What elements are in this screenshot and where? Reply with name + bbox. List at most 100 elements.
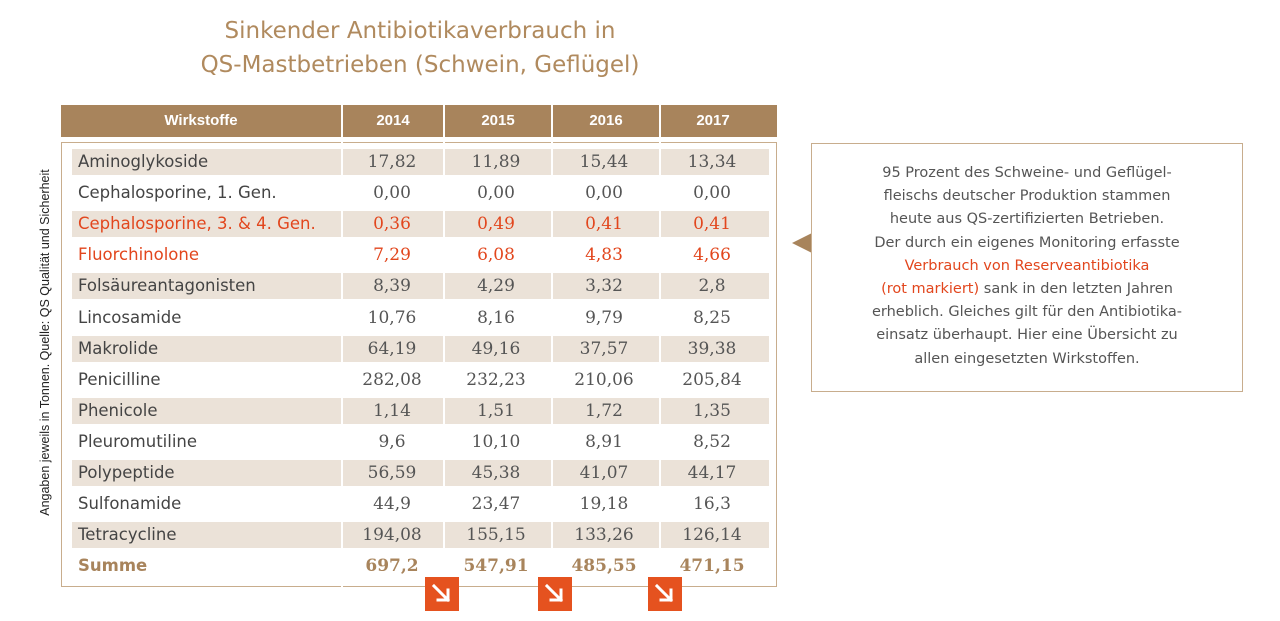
- value-cell-2016: 0,41: [585, 214, 623, 234]
- table-row: Cephalosporine, 3. & 4. Gen. 0,36 0,49 0,41…: [72, 211, 769, 237]
- wirkstoff-name: Folsäureantagonisten: [78, 276, 256, 295]
- value-cell-2016: 37,57: [579, 339, 629, 359]
- header-2016: 2016: [589, 112, 623, 129]
- value-cell-2014: 697,2: [365, 556, 419, 576]
- column-divider: [551, 142, 553, 587]
- column-divider: [659, 142, 661, 587]
- table-row: Phenicole 1,14 1,51 1,72 1,35: [72, 398, 769, 424]
- info-line: einsatz überhaupt. Hier eine Übersicht z…: [876, 327, 1178, 344]
- value-cell-2015: 155,15: [466, 525, 526, 545]
- info-line: 95 Prozent des Schweine- und Geflügel-: [882, 165, 1172, 181]
- value-cell-2015: 45,38: [471, 463, 521, 483]
- down-right-arrow-icon: [425, 577, 459, 611]
- header-divider: [443, 105, 445, 137]
- value-cell-2016: 15,44: [579, 152, 629, 172]
- value-cell-2014: 0,00: [373, 183, 411, 203]
- info-line: erheblich. Gleiches gilt für den Antibio…: [871, 304, 1183, 321]
- value-cell-2014: 10,76: [367, 308, 417, 328]
- wirkstoff-name: Penicilline: [78, 370, 161, 389]
- value-cell-2015: 8,16: [477, 308, 515, 328]
- left-pointer-triangle-icon: [792, 233, 812, 253]
- value-cell-2017: 13,34: [687, 152, 737, 172]
- wirkstoff-name: Summe: [78, 556, 148, 575]
- value-cell-2016: 0,00: [585, 183, 623, 203]
- table-row: Cephalosporine, 1. Gen. 0,00 0,00 0,00 0,00: [72, 180, 769, 206]
- column-divider: [443, 142, 445, 587]
- page-title: Sinkender Antibiotikaverbrauch in QS-Mas…: [130, 14, 710, 82]
- table-header: Wirkstoffe 2014 2015 2016 2017: [61, 105, 777, 137]
- header-divider: [341, 105, 343, 137]
- value-cell-2015: 1,51: [477, 401, 515, 421]
- value-cell-2015: 547,91: [463, 556, 529, 576]
- value-cell-2015: 232,23: [466, 370, 526, 390]
- value-cell-2014: 7,29: [373, 245, 411, 265]
- value-cell-2015: 6,08: [477, 245, 515, 265]
- wirkstoff-name: Cephalosporine, 3. & 4. Gen.: [78, 214, 316, 233]
- value-cell-2016: 9,79: [585, 308, 623, 328]
- table-row: Fluorchinolone 7,29 6,08 4,83 4,66: [72, 242, 769, 268]
- value-cell-2017: 44,17: [687, 463, 737, 483]
- value-cell-2014: 1,14: [373, 401, 411, 421]
- value-cell-2016: 133,26: [574, 525, 634, 545]
- table-row: Pleuromutiline 9,6 10,10 8,91 8,52: [72, 429, 769, 455]
- value-cell-2014: 64,19: [367, 339, 417, 359]
- table-row: Makrolide 64,19 49,16 37,57 39,38: [72, 336, 769, 362]
- header-2017: 2017: [696, 112, 730, 129]
- value-cell-2016: 8,91: [585, 432, 623, 452]
- value-cell-2015: 4,29: [477, 276, 515, 296]
- value-cell-2014: 56,59: [367, 463, 417, 483]
- value-cell-2017: 2,8: [698, 276, 726, 296]
- wirkstoff-name: Polypeptide: [78, 463, 175, 482]
- down-right-arrow-icon: [538, 577, 572, 611]
- info-line: fleischs deutscher Produktion stammen: [883, 188, 1171, 205]
- value-cell-2017: 471,15: [679, 556, 745, 576]
- value-cell-2017: 4,66: [693, 245, 731, 265]
- value-cell-2016: 3,32: [585, 276, 623, 296]
- value-cell-2017: 126,14: [682, 525, 742, 545]
- wirkstoff-name: Makrolide: [78, 339, 159, 358]
- value-cell-2017: 1,35: [693, 401, 731, 421]
- wirkstoff-name: Fluorchinolone: [78, 245, 200, 264]
- value-cell-2016: 19,18: [579, 494, 629, 514]
- header-2015: 2015: [481, 112, 515, 129]
- value-cell-2017: 0,00: [693, 183, 731, 203]
- table-row: Sulfonamide 44,9 23,47 19,18 16,3: [72, 491, 769, 517]
- wirkstoff-name: Tetracycline: [78, 525, 177, 544]
- value-cell-2017: 39,38: [687, 339, 737, 359]
- value-cell-2014: 17,82: [367, 152, 417, 172]
- value-cell-2014: 44,9: [373, 494, 411, 514]
- wirkstoff-name: Sulfonamide: [78, 494, 182, 513]
- wirkstoff-name: Aminoglykoside: [78, 152, 209, 171]
- title-line-1: Sinkender Antibiotikaverbrauch in: [224, 18, 616, 44]
- value-cell-2015: 0,00: [477, 183, 515, 203]
- info-line: heute aus QS-zertifizierten Betrieben.: [889, 211, 1165, 228]
- info-line: (rot markiert) sank in den letzten Jahre…: [828, 278, 1226, 301]
- value-cell-2014: 8,39: [373, 276, 411, 296]
- value-cell-2014: 9,6: [378, 432, 406, 452]
- title-line-2: QS-Mastbetrieben (Schwein, Geflügel): [200, 52, 640, 78]
- info-line: Der durch ein eigenes Monitoring erfasst…: [874, 234, 1180, 251]
- value-cell-2017: 8,52: [693, 432, 731, 452]
- info-highlight: Verbrauch von Reserveantibiotika: [904, 257, 1150, 274]
- value-cell-2014: 282,08: [362, 370, 422, 390]
- header-divider: [659, 105, 661, 137]
- wirkstoff-name: Phenicole: [78, 401, 158, 420]
- value-cell-2015: 0,49: [477, 214, 515, 234]
- info-text: sank in den letzten Jahren: [979, 281, 1173, 298]
- value-cell-2015: 49,16: [471, 339, 521, 359]
- table-row: Polypeptide 56,59 45,38 41,07 44,17: [72, 460, 769, 486]
- wirkstoff-name: Pleuromutiline: [78, 432, 198, 451]
- value-cell-2016: 210,06: [574, 370, 634, 390]
- header-divider: [551, 105, 553, 137]
- table-row: Folsäureantagonisten 8,39 4,29 3,32 2,8: [72, 273, 769, 299]
- value-cell-2016: 4,83: [585, 245, 623, 265]
- column-divider: [341, 142, 343, 587]
- table-body-frame: [61, 142, 777, 587]
- info-box: 95 Prozent des Schweine- und Geflügel- f…: [811, 143, 1243, 392]
- wirkstoff-name: Cephalosporine, 1. Gen.: [78, 183, 277, 202]
- down-right-arrow-icon: [648, 577, 682, 611]
- value-cell-2016: 485,55: [571, 556, 637, 576]
- value-cell-2016: 41,07: [579, 463, 629, 483]
- value-cell-2014: 0,36: [373, 214, 411, 234]
- value-cell-2015: 11,89: [471, 152, 521, 172]
